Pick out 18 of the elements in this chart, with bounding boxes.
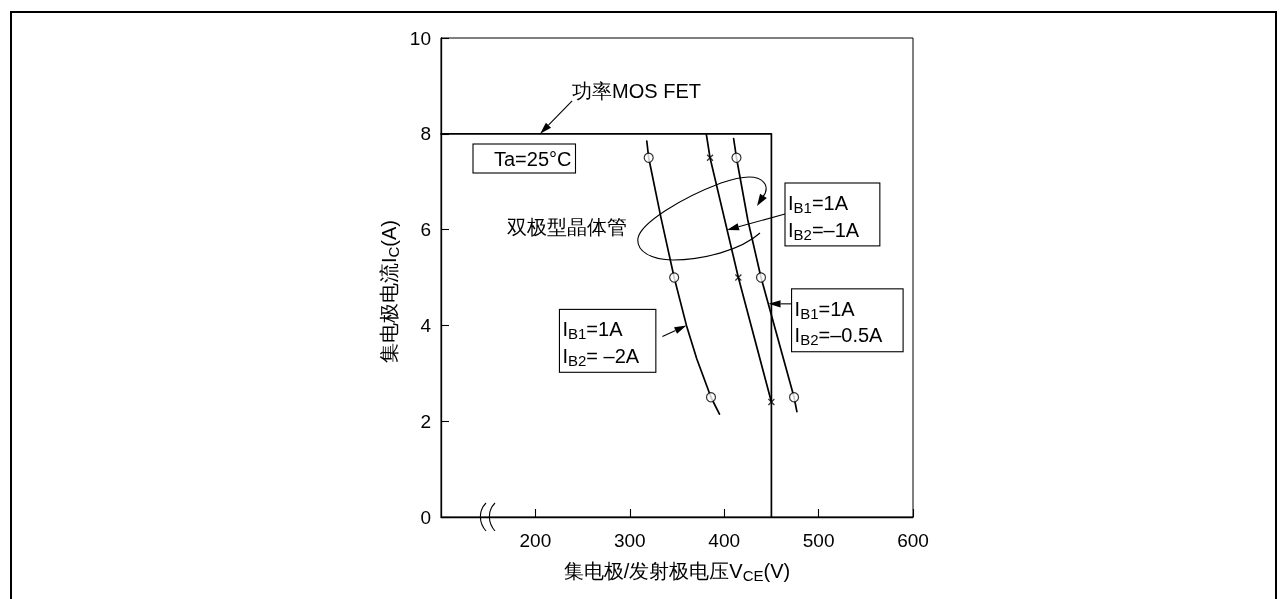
- y-tick-label: 6: [420, 219, 431, 241]
- annotation: 双极型晶体管: [507, 216, 627, 238]
- x-tick-label: 400: [708, 530, 741, 551]
- y-tick-label: 2: [420, 410, 431, 432]
- x-axis-title: 集电极/发射极电压V$_{CE}$(V): [563, 560, 791, 585]
- x-tick-label: 300: [613, 530, 646, 551]
- x-tick-label: 200: [519, 530, 552, 551]
- annotation: Ta=25°C: [494, 148, 572, 170]
- y-tick-label: 10: [409, 27, 431, 49]
- y-tick-label: 8: [420, 123, 431, 145]
- annotation: I$_{B1}$=1A I$_{B2}$= –2A: [562, 318, 640, 370]
- x-tick-label: 600: [897, 530, 929, 551]
- y-tick-label: 0: [420, 506, 431, 528]
- y-tick-label: 4: [420, 314, 432, 336]
- annotation: 功率MOS FET: [572, 79, 702, 102]
- annotation: I$_{B1}$=1A I$_{B2}$=–0.5A: [794, 297, 884, 349]
- annotation: I$_{B1}$=1A I$_{B2}$=–1A: [788, 192, 860, 243]
- x-tick-label: 500: [802, 530, 835, 551]
